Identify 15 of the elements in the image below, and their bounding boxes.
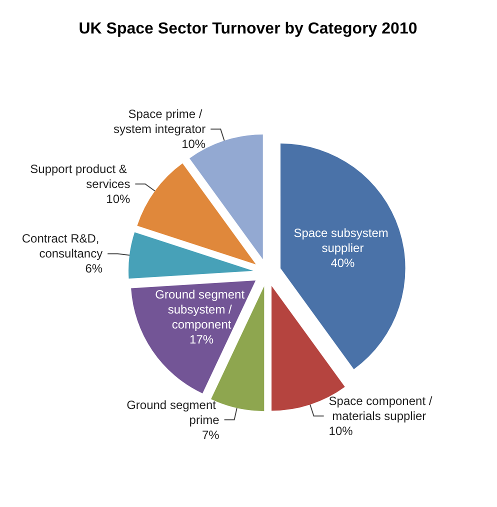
slice-label: Contract R&D, consultancy [22, 232, 103, 261]
data-label: 10% [328, 424, 354, 438]
data-label: 10% [182, 137, 206, 152]
chart-title: UK Space Sector Turnover by Category 2010 [78, 20, 418, 38]
slice-label: Space prime / system integrator [114, 107, 206, 136]
data-label: 10% [106, 192, 131, 206]
data-label: 17% [190, 332, 214, 347]
slice-label: Space subsystem supplier [294, 226, 392, 256]
data-label: 7% [202, 428, 220, 442]
slice-label: Space component / materials supplier [328, 394, 433, 424]
slice-label: Ground segment prime [126, 398, 220, 427]
slice-label: Support product & services [30, 162, 130, 191]
data-label: 40% [330, 256, 356, 270]
slice-label: Ground segment subsystem / component [155, 288, 248, 332]
data-label: 6% [85, 262, 103, 276]
